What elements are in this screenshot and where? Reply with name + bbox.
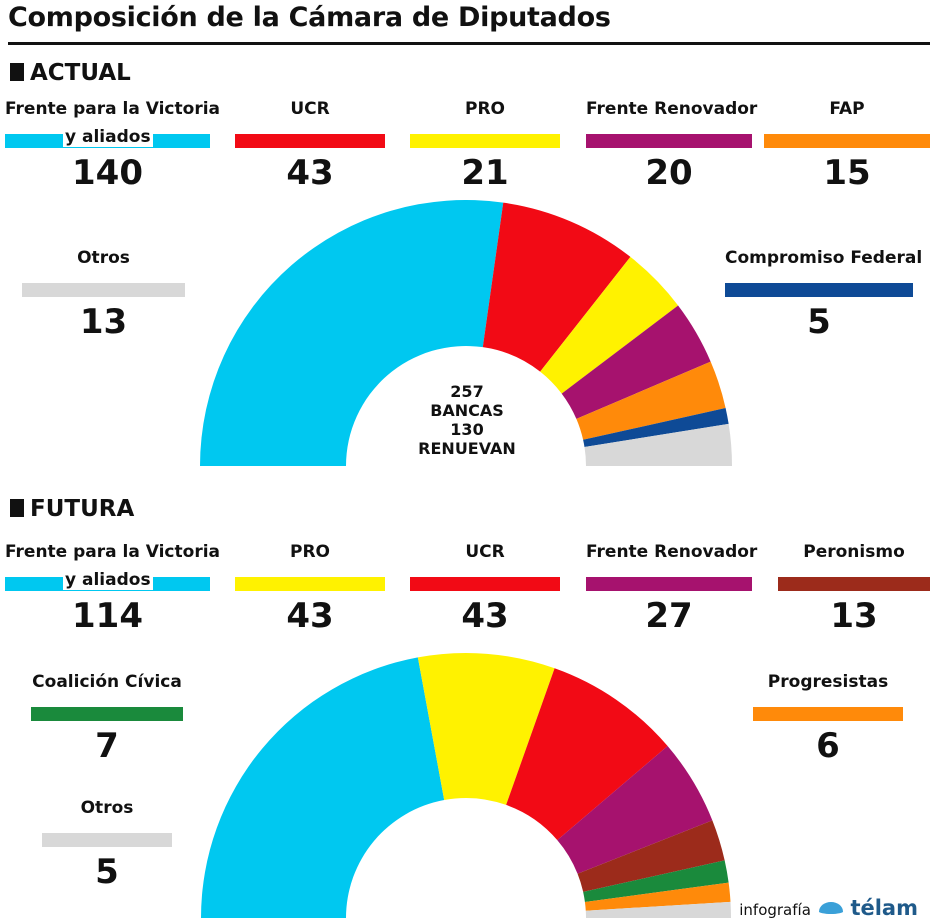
party-color-bar [410, 134, 560, 148]
hemicycle-slice-ucr [482, 202, 631, 372]
party-name-line-2: y aliados [63, 127, 153, 147]
party-name: Peronismo [803, 542, 905, 562]
party-color-bar [410, 577, 560, 591]
credit-brand: télam [850, 896, 918, 920]
party-color-bar [22, 283, 185, 297]
party-seat-count: 43 [286, 596, 334, 636]
party-name: Frente Renovador [586, 542, 758, 562]
section-actual-heading: ACTUAL [10, 60, 131, 86]
party-seat-count: 5 [807, 302, 831, 342]
party-name: Frente Renovador [586, 99, 758, 119]
hemicycle-slice-fap [576, 361, 726, 440]
section-futura-label: FUTURA [30, 496, 135, 522]
party-color-bar [764, 134, 930, 148]
hemicycle-slice-peronismo [577, 820, 725, 892]
party-name: FAP [829, 99, 865, 119]
party-name: UCR [290, 99, 330, 119]
hemicycle-slice-compromiso-federal [583, 407, 729, 448]
party-name: Coalición Cívica [32, 672, 182, 692]
title-rule [8, 42, 930, 45]
party-seat-count: 114 [72, 596, 143, 636]
credit-prefix: infografía [739, 901, 811, 919]
party-seat-count: 20 [645, 153, 693, 193]
party-color-bar [586, 577, 752, 591]
party-seat-count: 13 [79, 302, 128, 342]
center-renew-label: RENUEVAN [418, 439, 516, 458]
party-color-bar [586, 134, 752, 148]
telam-bird-icon [818, 902, 843, 914]
credit: infografía télam [739, 896, 918, 920]
party-color-bar [778, 577, 930, 591]
hemicycle-slice-ucr [506, 668, 668, 841]
party-name-line-1: Frente para la Victoria [5, 99, 220, 119]
party-name: UCR [465, 542, 505, 562]
center-seats-value: 257 [450, 382, 484, 401]
center-seats-label: BANCAS [430, 401, 504, 420]
party-seat-count: 43 [461, 596, 509, 636]
hemicycle-slice-frente-renovador [561, 305, 711, 419]
hemicycle-slice-frente-para-la-victoria-y-aliados [200, 200, 504, 466]
party-seat-count: 27 [645, 596, 693, 636]
party-color-bar [235, 134, 385, 148]
party-name-line-1: Frente para la Victoria [5, 542, 220, 562]
section-futura-heading: FUTURA [10, 496, 134, 522]
section-actual-label: ACTUAL [30, 60, 131, 86]
party-color-bar [31, 707, 183, 721]
party-seat-count: 15 [823, 153, 871, 193]
hemicycle-slice-otros [584, 423, 732, 466]
square-icon [10, 63, 24, 81]
hemicycle-slice-frente-renovador [557, 746, 713, 874]
page-title: Composición de la Cámara de Diputados [8, 2, 611, 33]
party-color-bar [235, 577, 385, 591]
party-color-bar [725, 283, 913, 297]
party-seat-count: 140 [72, 153, 143, 193]
party-name: Compromiso Federal [725, 248, 923, 268]
party-seat-count: 7 [95, 726, 119, 766]
party-seat-count: 43 [286, 153, 334, 193]
party-seat-count: 6 [816, 726, 840, 766]
party-color-bar [753, 707, 903, 721]
hemicycle-slice-pro [540, 256, 679, 394]
party-seat-count: 21 [461, 153, 509, 193]
party-name: PRO [289, 542, 330, 562]
party-name: Otros [80, 798, 134, 818]
party-color-bar [42, 833, 172, 847]
party-name: Progresistas [767, 672, 889, 692]
center-renew-value: 130 [450, 420, 484, 439]
hemicycle-slice-coalicion-civica [583, 860, 729, 902]
party-seat-count: 13 [830, 596, 878, 636]
party-seat-count: 5 [95, 852, 119, 892]
hemicycle-slice-frente-para-la-victoria-y-aliados [201, 657, 445, 918]
party-name: Otros [77, 248, 130, 268]
actual-center-label: 257 BANCAS 130 RENUEVAN [382, 382, 552, 458]
party-name-line-2: y aliados [63, 570, 153, 590]
square-icon [10, 499, 24, 517]
hemicycle-slice-pro [417, 653, 555, 805]
hemicycle-slice-progresistas [584, 882, 731, 911]
party-name: PRO [464, 99, 505, 119]
hemicycle-slice-otros [585, 901, 731, 918]
